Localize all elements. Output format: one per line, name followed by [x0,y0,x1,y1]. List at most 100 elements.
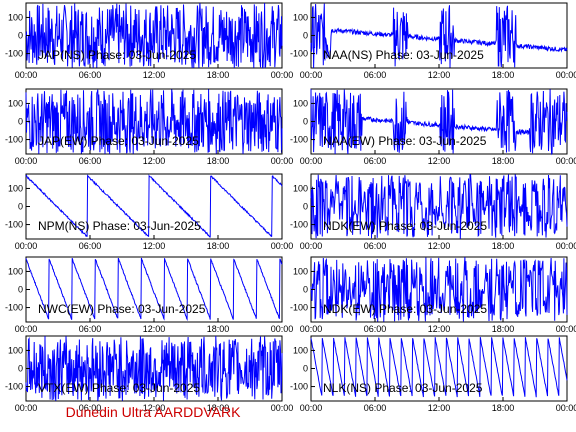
y-tick-label: 0 [303,117,308,127]
x-tick-label: 00:00 [271,70,294,80]
y-tick-label: 0 [18,117,23,127]
y-tick-label: 100 [8,266,23,276]
y-tick-label: -100 [5,303,23,313]
x-tick-label: 00:00 [15,156,38,166]
x-tick-label: 00:00 [300,156,323,166]
y-tick-label: 0 [18,285,23,295]
y-tick-label: 0 [303,364,308,374]
x-tick-label: 06:00 [79,156,102,166]
y-tick-label: 100 [293,12,308,22]
x-tick-label: 06:00 [364,324,387,334]
y-tick-label: 100 [8,98,23,108]
x-tick-label: 06:00 [364,70,387,80]
phase-trace [25,174,283,238]
panel-title: NAA(NS) Phase: 03-Jun-2025 [323,48,484,62]
x-tick-label: 18:00 [492,241,515,251]
phase-trace [310,337,568,398]
y-tick-label: 100 [8,183,23,193]
x-tick-label: 18:00 [207,156,230,166]
y-tick-label: 100 [293,345,308,355]
panel-title: VTX(EW) Phase: 03-Jun-2025 [38,381,200,395]
x-tick-label: 12:00 [143,70,166,80]
x-tick-label: 00:00 [15,324,38,334]
x-tick-label: 18:00 [207,241,230,251]
x-tick-label: 00:00 [556,403,576,413]
panel-title: NDK(EW) Phase: 03-Jun-2025 [323,219,487,233]
x-tick-label: 12:00 [143,403,166,413]
panel-title: NLK(NS) Phase: 03-Jun-2025 [323,381,483,395]
y-tick-label: -100 [5,220,23,230]
x-tick-label: 12:00 [428,156,451,166]
x-tick-label: 00:00 [556,241,576,251]
x-tick-label: 06:00 [364,241,387,251]
x-tick-label: 00:00 [556,156,576,166]
y-tick-label: 100 [293,183,308,193]
x-tick-label: 00:00 [300,324,323,334]
y-tick-label: 0 [18,364,23,374]
x-tick-label: 00:00 [271,324,294,334]
panel-title: JAP(NS) Phase: 03-Jun-2025 [38,48,196,62]
y-tick-label: -100 [290,220,308,230]
y-tick-label: -100 [5,382,23,392]
x-tick-label: 12:00 [143,324,166,334]
x-tick-label: 00:00 [300,403,323,413]
y-tick-label: -100 [5,49,23,59]
y-tick-label: -100 [290,303,308,313]
x-tick-label: 00:00 [271,241,294,251]
phase-trace [25,3,283,70]
footer-label: Dunedin Ultra AARDDVARK [65,404,241,420]
x-tick-label: 06:00 [79,241,102,251]
y-tick-label: -100 [290,49,308,59]
x-tick-label: 00:00 [15,70,38,80]
x-tick-label: 12:00 [428,70,451,80]
x-tick-label: 18:00 [207,70,230,80]
phase-trace [310,3,568,68]
x-tick-label: 06:00 [79,403,102,413]
y-tick-label: 0 [18,202,23,212]
x-tick-label: 18:00 [207,403,230,413]
x-tick-label: 18:00 [492,324,515,334]
phase-trace [310,89,568,156]
x-tick-label: 12:00 [428,324,451,334]
plot-frame [310,335,568,402]
y-tick-label: -100 [5,135,23,145]
x-tick-label: 00:00 [556,70,576,80]
panel-title: NWC(EW) Phase: 03-Jun-2025 [38,302,206,316]
x-tick-label: 00:00 [271,156,294,166]
y-tick-label: 0 [18,31,23,41]
x-tick-label: 18:00 [492,70,515,80]
y-tick-label: 100 [293,98,308,108]
y-tick-label: 0 [303,31,308,41]
y-tick-label: 100 [8,12,23,22]
panel-title: NPM(NS) Phase: 03-Jun-2025 [38,219,201,233]
panel-title: JAP(EW) Phase: 03-Jun-2025 [38,134,199,148]
x-tick-label: 00:00 [300,241,323,251]
x-tick-label: 00:00 [15,241,38,251]
plot-frame [25,173,283,240]
x-tick-label: 18:00 [492,403,515,413]
y-tick-label: -100 [290,382,308,392]
x-tick-label: 00:00 [15,403,38,413]
x-tick-label: 12:00 [143,156,166,166]
x-tick-label: 00:00 [271,403,294,413]
x-tick-label: 12:00 [428,403,451,413]
panel-title: NDK(EW) Phase: 03-Jun-2025 [323,302,487,316]
y-tick-label: 100 [8,345,23,355]
x-tick-label: 12:00 [143,241,166,251]
x-tick-label: 18:00 [207,324,230,334]
panel-title: NAA(EW) Phase: 03-Jun-2025 [323,134,487,148]
phase-trace [310,257,568,322]
y-tick-label: 100 [293,266,308,276]
y-tick-label: -100 [290,135,308,145]
phase-trace [310,174,568,239]
y-tick-label: 0 [303,202,308,212]
x-tick-label: 18:00 [492,156,515,166]
